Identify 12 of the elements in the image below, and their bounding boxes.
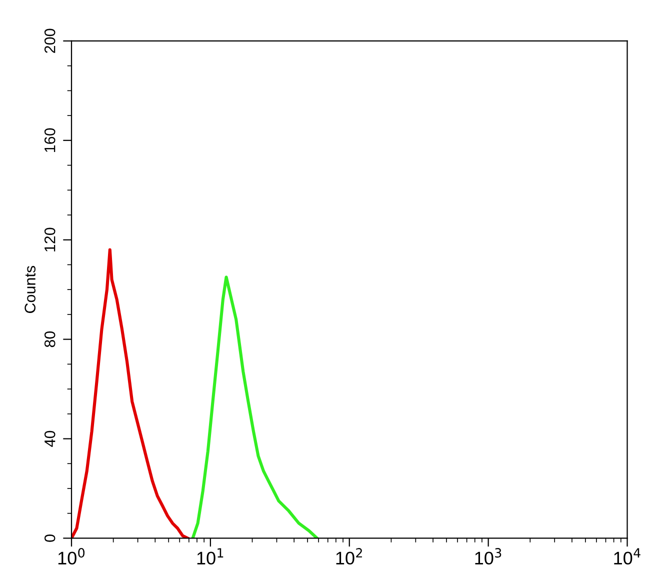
x-tick-label: 10$^{2}$: [336, 548, 362, 565]
y-tick-label: 120: [44, 228, 56, 252]
x-tick-label: 10$^{3}$: [475, 548, 502, 565]
y-tick-label: 0: [44, 534, 56, 542]
x-tick-label: 10$^{1}$: [197, 548, 224, 565]
y-axis-title: Counts: [24, 266, 36, 313]
x-tick-label: 10$^{0}$: [58, 548, 85, 565]
x-tick-label: 10$^{4}$: [614, 548, 640, 565]
y-tick-label: 40: [44, 430, 56, 447]
y-tick-label: 160: [44, 128, 56, 152]
y-tick-label: 80: [44, 331, 56, 348]
y-tick-label: 200: [44, 28, 56, 53]
